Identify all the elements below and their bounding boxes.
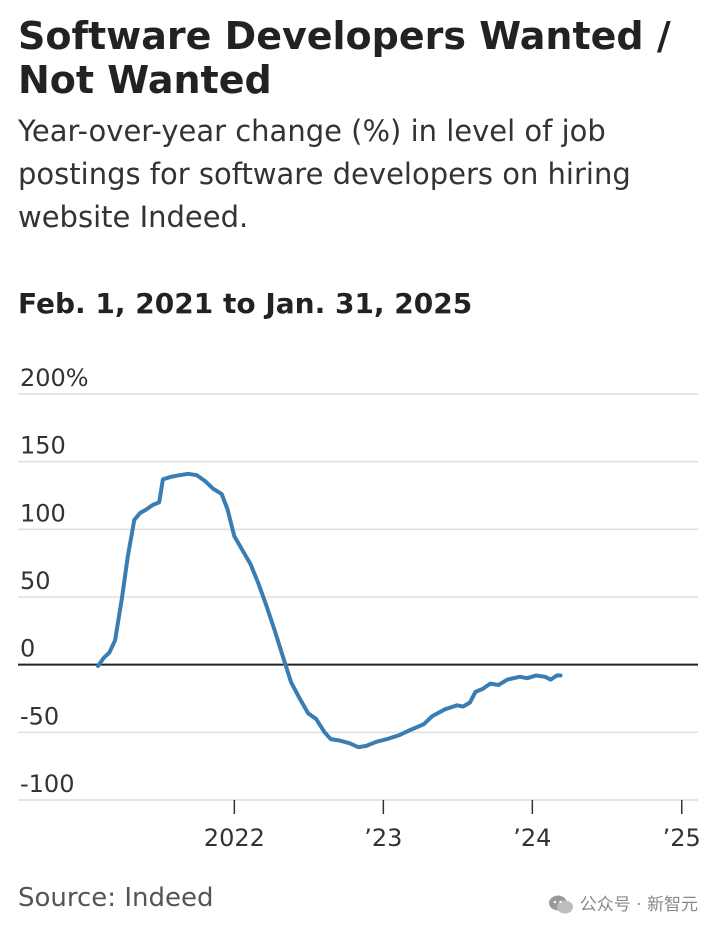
watermark-text: 公众号 · 新智元 — [579, 895, 698, 915]
y-tick-label: 50 — [20, 567, 51, 595]
line-chart: 200% 150 100 50 0 -50 -100 2022 ’23 ’24 ’25 — [18, 364, 701, 852]
wechat-icon — [548, 895, 573, 914]
x-tick-label: 2022 — [204, 824, 265, 852]
y-tick-label: 0 — [20, 635, 35, 663]
chart-subtitle: Year-over-year change (%) in level of jo… — [18, 114, 631, 234]
watermark: 公众号 · 新智元 — [548, 892, 698, 918]
series-line-0 — [96, 471, 563, 750]
y-tick-label: -50 — [20, 702, 59, 730]
y-tick-label: -100 — [20, 770, 74, 798]
x-tick-label: ’24 — [513, 824, 551, 852]
chart-title: Software Developers Wanted / Not Wanted — [18, 14, 671, 102]
date-range: Feb. 1, 2021 to Jan. 31, 2025 — [18, 287, 473, 320]
x-tick-label: ’25 — [663, 824, 701, 852]
gridlines — [18, 393, 698, 801]
series-lines — [96, 471, 563, 750]
x-tick-label: ’23 — [364, 824, 402, 852]
y-axis-ticks: 200% 150 100 50 0 -50 -100 — [20, 364, 89, 798]
y-tick-label: 200% — [20, 364, 89, 392]
y-tick-label: 150 — [20, 432, 66, 460]
y-tick-label: 100 — [20, 499, 66, 527]
x-axis: 2022 ’23 ’24 ’25 — [204, 800, 701, 852]
source-note: Source: Indeed — [18, 883, 214, 913]
